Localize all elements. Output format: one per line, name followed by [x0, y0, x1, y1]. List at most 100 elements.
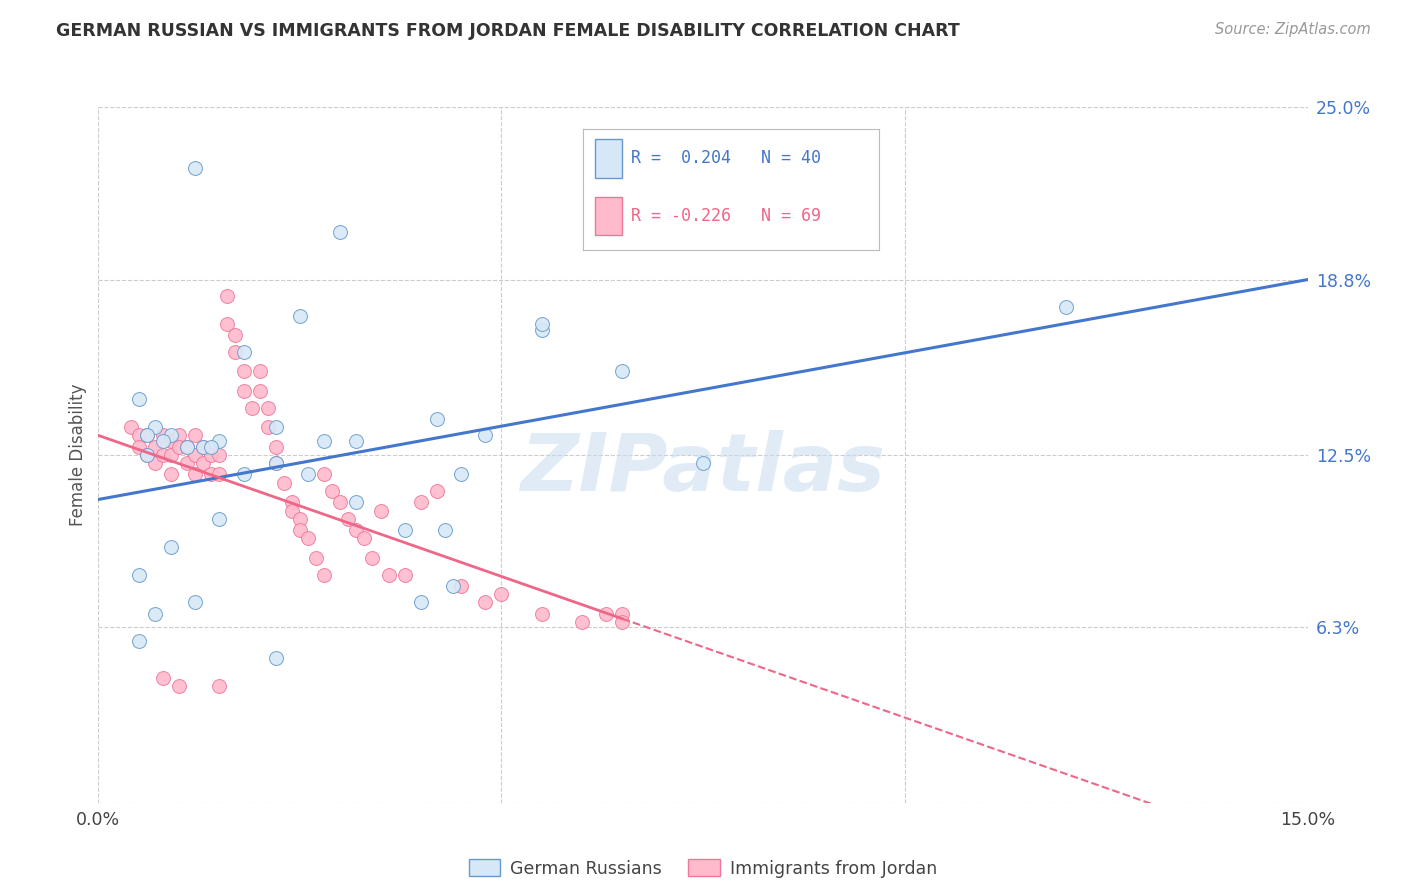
Point — [120, 420, 142, 434]
Point — [264, 651, 287, 665]
Point — [1054, 301, 1077, 315]
Point — [595, 607, 617, 621]
Point — [184, 467, 207, 482]
Point — [160, 448, 183, 462]
Point — [184, 161, 207, 176]
Point — [208, 448, 231, 462]
Point — [128, 567, 150, 582]
Point — [377, 567, 399, 582]
Point — [370, 503, 392, 517]
Point — [264, 456, 287, 470]
Point — [167, 679, 190, 693]
Point — [135, 428, 157, 442]
Point — [692, 456, 714, 470]
Point — [128, 440, 150, 454]
Text: ZIPatlas: ZIPatlas — [520, 430, 886, 508]
Point — [450, 467, 472, 482]
Point — [160, 467, 183, 482]
Point — [409, 495, 432, 509]
Point — [361, 550, 384, 565]
Point — [135, 448, 157, 462]
Point — [224, 345, 246, 359]
Point — [612, 615, 634, 629]
Point — [281, 503, 304, 517]
Point — [184, 595, 207, 609]
Point — [160, 428, 183, 442]
Point — [128, 428, 150, 442]
Point — [152, 428, 174, 442]
Point — [344, 434, 367, 448]
Point — [240, 401, 263, 415]
Bar — [595, 139, 621, 178]
Point — [474, 428, 496, 442]
Point — [256, 401, 278, 415]
Point — [337, 512, 360, 526]
Point — [314, 467, 336, 482]
Point — [409, 595, 432, 609]
Point — [249, 364, 271, 378]
Point — [128, 634, 150, 648]
Point — [344, 495, 367, 509]
Point — [321, 484, 343, 499]
Point — [143, 420, 166, 434]
Point — [297, 532, 319, 546]
Point — [152, 448, 174, 462]
Point — [394, 567, 416, 582]
Point — [176, 440, 198, 454]
Point — [193, 440, 215, 454]
Point — [232, 384, 254, 398]
Point — [256, 420, 278, 434]
Point — [135, 448, 157, 462]
Legend: German Russians, Immigrants from Jordan: German Russians, Immigrants from Jordan — [461, 853, 945, 885]
Point — [193, 440, 215, 454]
Point — [200, 440, 222, 454]
Point — [530, 317, 553, 331]
Point — [305, 550, 328, 565]
Point — [200, 448, 222, 462]
Point — [441, 579, 464, 593]
Point — [264, 440, 287, 454]
Point — [160, 434, 183, 448]
Text: R =  0.204   N = 40: R = 0.204 N = 40 — [631, 149, 821, 167]
Point — [232, 364, 254, 378]
Point — [232, 467, 254, 482]
Point — [426, 484, 449, 499]
Point — [530, 607, 553, 621]
Point — [612, 607, 634, 621]
Point — [394, 523, 416, 537]
Point — [426, 411, 449, 425]
Point — [474, 595, 496, 609]
Point — [224, 328, 246, 343]
Point — [184, 448, 207, 462]
Point — [434, 523, 457, 537]
Point — [176, 440, 198, 454]
Point — [297, 467, 319, 482]
Point — [344, 523, 367, 537]
Point — [329, 495, 352, 509]
Point — [152, 671, 174, 685]
Point — [232, 345, 254, 359]
Point — [160, 540, 183, 554]
Point — [612, 364, 634, 378]
Text: GERMAN RUSSIAN VS IMMIGRANTS FROM JORDAN FEMALE DISABILITY CORRELATION CHART: GERMAN RUSSIAN VS IMMIGRANTS FROM JORDAN… — [56, 22, 960, 40]
Point — [135, 428, 157, 442]
Point — [167, 440, 190, 454]
Point — [128, 392, 150, 407]
Point — [530, 323, 553, 337]
Point — [208, 467, 231, 482]
Point — [264, 420, 287, 434]
Point — [143, 607, 166, 621]
Point — [143, 456, 166, 470]
Point — [491, 587, 513, 601]
Point — [249, 384, 271, 398]
Text: R = -0.226   N = 69: R = -0.226 N = 69 — [631, 207, 821, 225]
Point — [176, 456, 198, 470]
Point — [167, 428, 190, 442]
Point — [264, 456, 287, 470]
Y-axis label: Female Disability: Female Disability — [69, 384, 87, 526]
Point — [143, 440, 166, 454]
Point — [200, 467, 222, 482]
Text: Source: ZipAtlas.com: Source: ZipAtlas.com — [1215, 22, 1371, 37]
Point — [208, 679, 231, 693]
Point — [217, 317, 239, 331]
